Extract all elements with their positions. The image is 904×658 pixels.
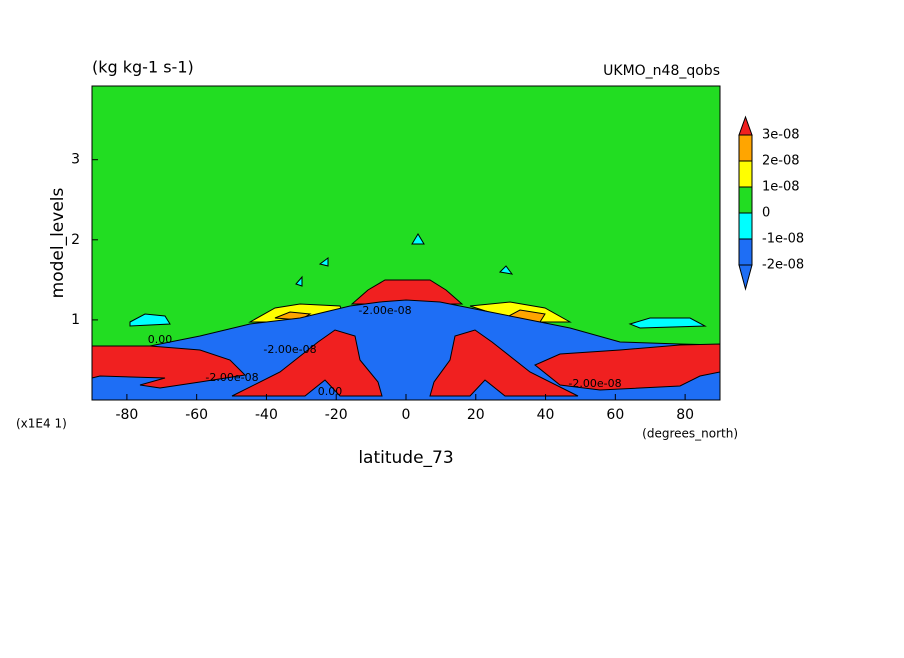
contour-region	[91, 345, 247, 389]
contour-region	[350, 279, 464, 305]
colorbar-label: 2e-08	[762, 154, 800, 169]
colorbar-label: 0	[762, 206, 770, 221]
contour-label: 0.00	[318, 385, 343, 398]
y-scale-note: (x1E4 1)	[16, 417, 67, 431]
contour-region	[411, 233, 425, 245]
x-axis-label: latitude_73	[358, 448, 453, 468]
contour-label: -2.00e-08	[263, 343, 316, 356]
x-tick-label: 40	[537, 407, 555, 423]
colorbar-band	[738, 134, 753, 162]
colorbar-label: -1e-08	[762, 232, 804, 247]
x-tick-label: -80	[115, 407, 138, 423]
colorbar-label: -2e-08	[762, 258, 804, 273]
x-tick-label: -40	[255, 407, 278, 423]
contour-region	[498, 265, 514, 275]
y-tick-label: 3	[71, 152, 80, 168]
contour-region	[318, 257, 329, 267]
colorbar-band	[738, 160, 753, 188]
contour-label: 0.00	[148, 333, 173, 346]
colorbar-band	[738, 212, 753, 240]
contour-region	[295, 275, 303, 287]
x-tick-label: 80	[676, 407, 694, 423]
colorbar-band	[738, 186, 753, 214]
colorbar-triangle	[738, 115, 753, 136]
contour-label: -2.00e-08	[568, 377, 621, 390]
colorbar-label: 1e-08	[762, 180, 800, 195]
contour-region	[129, 313, 171, 327]
x-tick-label: 0	[402, 407, 411, 423]
contour-region	[429, 329, 579, 397]
x-tick-label: 20	[467, 407, 485, 423]
chart-subtitle: UKMO_n48_qobs	[603, 63, 720, 79]
colorbar-triangle	[738, 264, 753, 291]
y-axis-label: model_levels	[48, 188, 68, 299]
colorbar-band	[738, 238, 753, 266]
x-units: (degrees_north)	[642, 427, 738, 441]
chart-title: (kg kg-1 s-1)	[92, 58, 194, 77]
y-tick-label: 1	[71, 312, 80, 328]
contour-label: -2.00e-08	[358, 304, 411, 317]
contour-region	[628, 317, 707, 329]
colorbar-label: 3e-08	[762, 128, 800, 143]
x-tick-label: -20	[325, 407, 348, 423]
y-tick-label: 2	[71, 232, 80, 248]
x-tick-label: 60	[606, 407, 624, 423]
contour-region	[231, 329, 383, 397]
contour-label: -2.00e-08	[205, 371, 258, 384]
contour-region	[534, 343, 721, 391]
x-tick-label: -60	[185, 407, 208, 423]
